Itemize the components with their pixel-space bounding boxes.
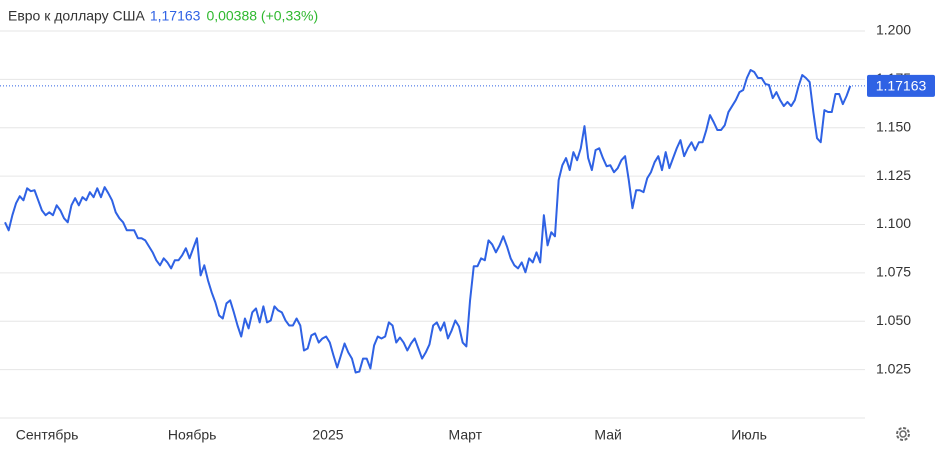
chart-title: Евро к доллару США <box>8 8 145 24</box>
x-tick-label: Сентябрь <box>16 427 79 443</box>
last-price-tag <box>867 74 935 97</box>
y-tick-label: 1.125 <box>876 167 911 183</box>
last-price-label: 1.17163 <box>876 78 927 94</box>
price-line <box>4 69 852 374</box>
y-tick-label: 1.025 <box>876 360 911 376</box>
y-tick-label: 1.150 <box>876 118 911 134</box>
y-tick-label: 1.075 <box>876 264 911 280</box>
x-tick-label: 2025 <box>312 427 343 443</box>
settings-icon[interactable] <box>896 427 910 441</box>
x-tick-label: Март <box>449 427 483 443</box>
change: 0,00388 (+0,33%) <box>206 8 318 24</box>
y-tick-label: 1.200 <box>876 22 911 38</box>
y-tick-label: 1.100 <box>876 215 911 231</box>
y-tick-label: 1.050 <box>876 312 911 328</box>
price: 1,17163 <box>150 8 201 24</box>
header: Евро к доллару США 1,17163 0,00388 (+0,3… <box>8 8 318 24</box>
x-tick-label: Ноябрь <box>168 427 217 443</box>
x-tick-label: Июль <box>731 427 767 443</box>
x-tick-label: Май <box>594 427 621 443</box>
